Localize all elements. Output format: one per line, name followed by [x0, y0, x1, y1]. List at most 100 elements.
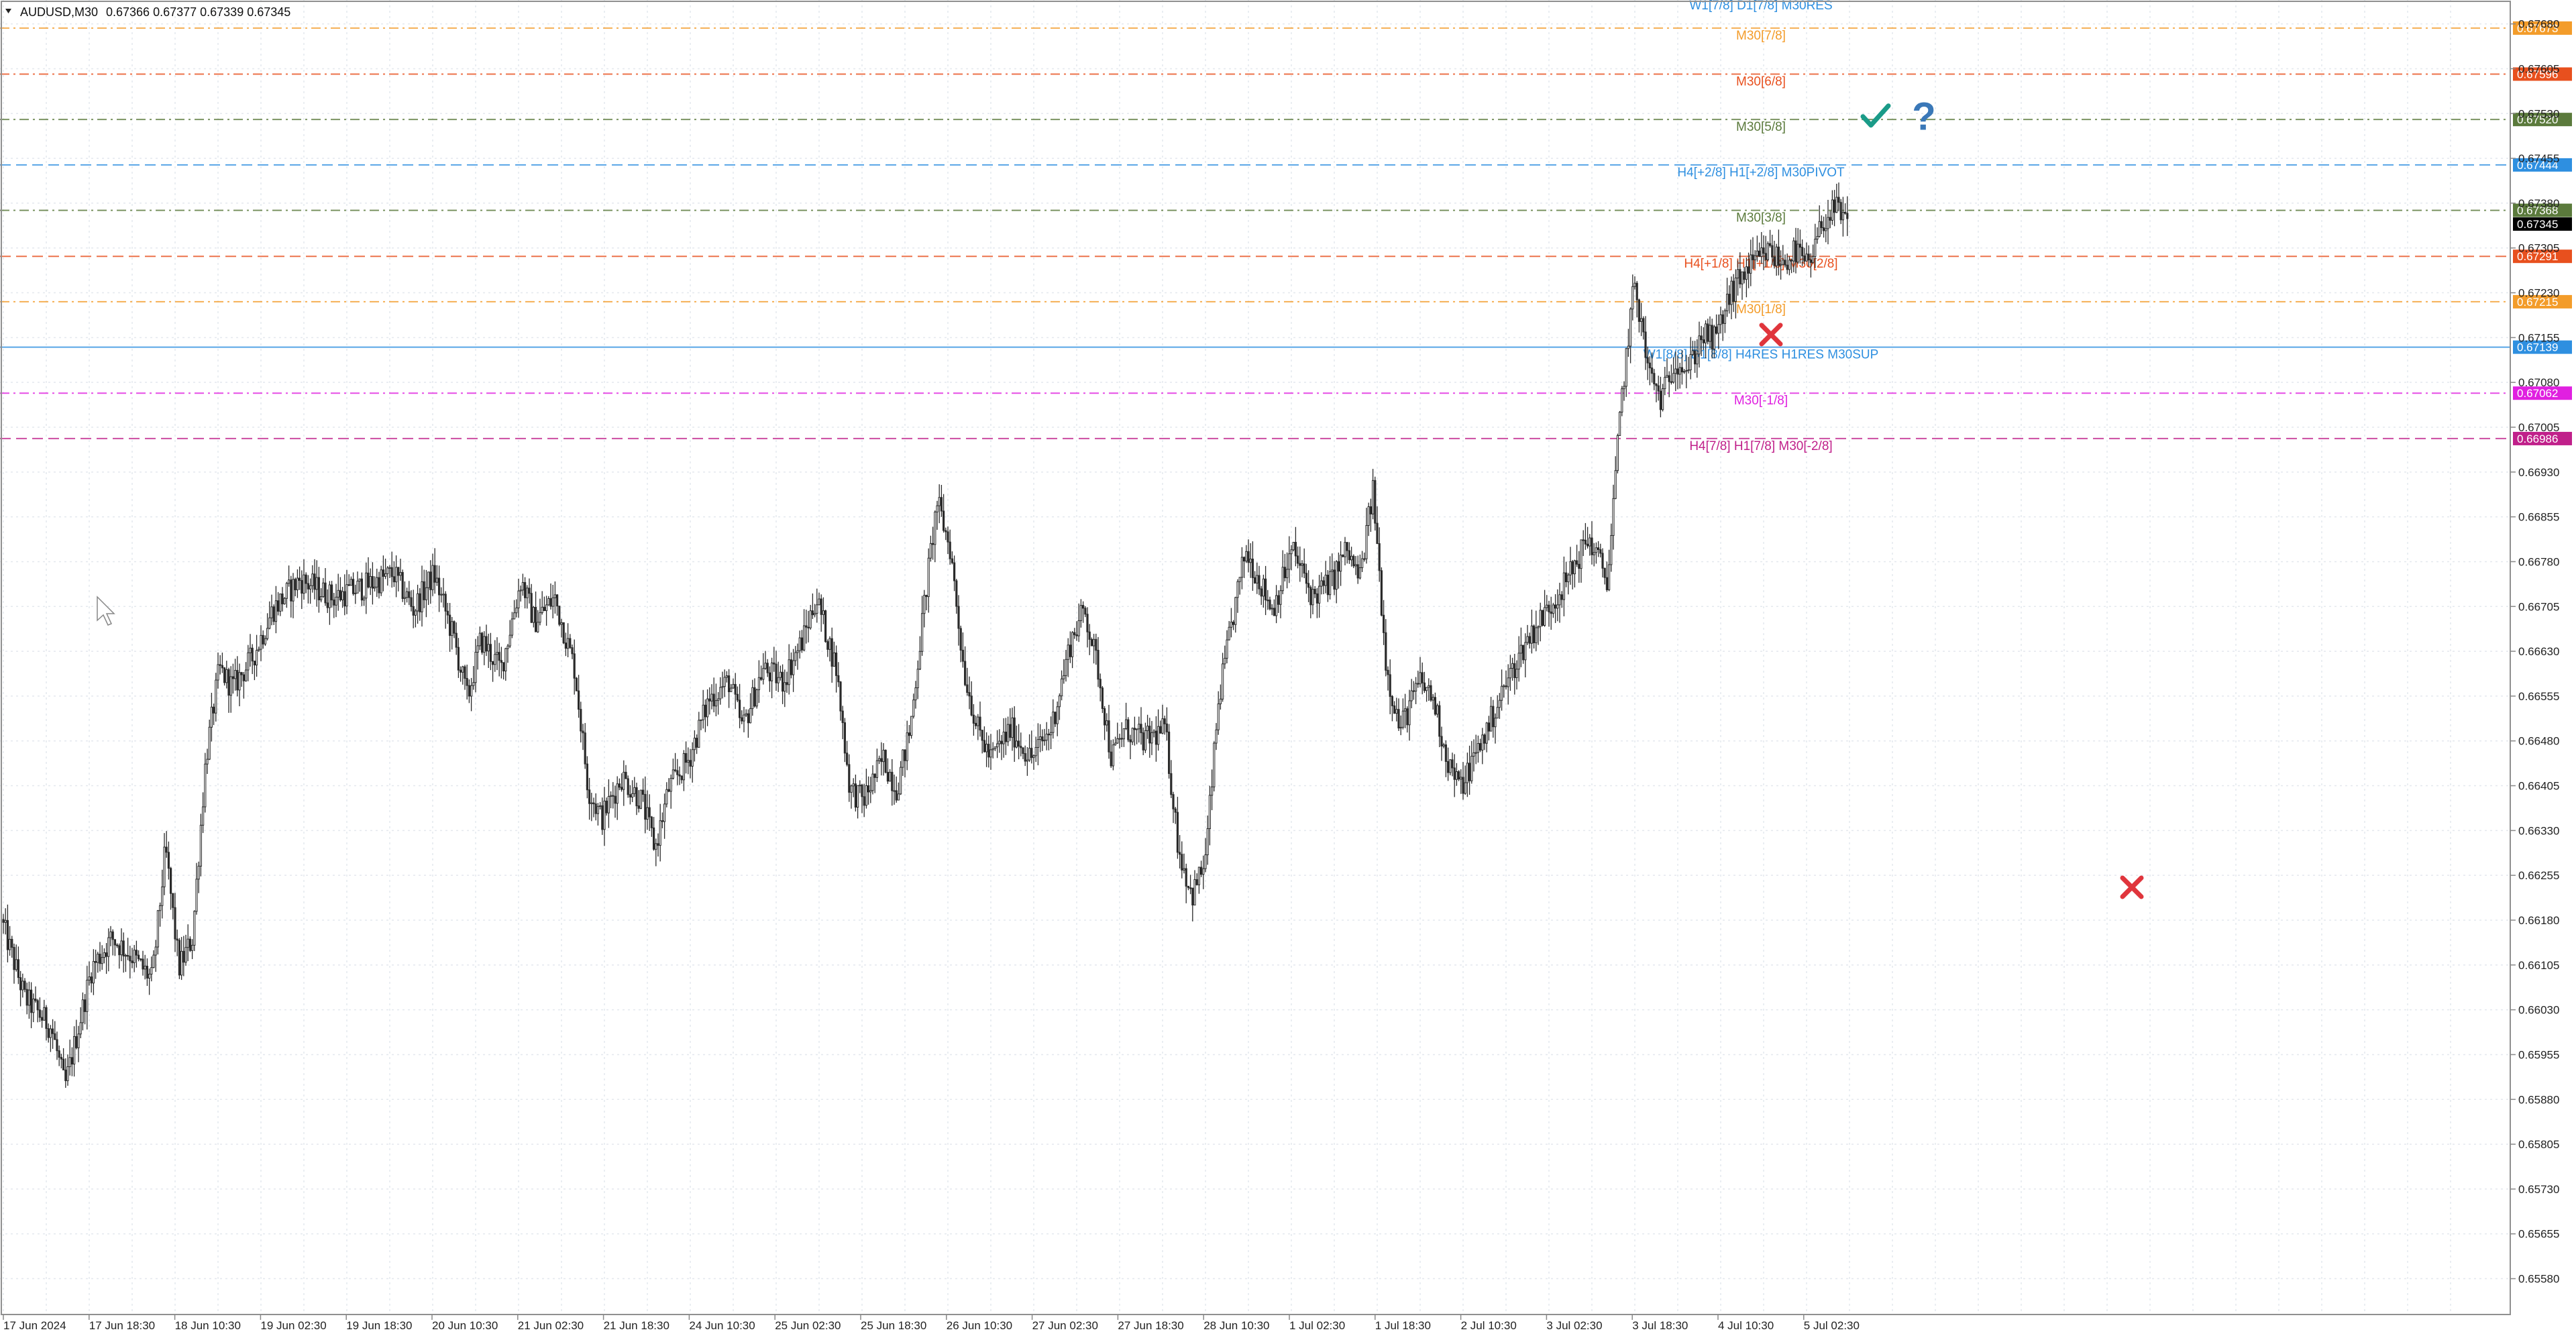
candle-body — [786, 682, 788, 685]
candle-body — [455, 632, 458, 648]
y-tick-label: 0.67005 — [2518, 421, 2559, 434]
candle-body — [6, 919, 9, 950]
candle-body — [1189, 887, 1192, 889]
candle-body — [464, 666, 466, 679]
candle-body — [331, 584, 333, 601]
candle-body — [586, 763, 588, 791]
candle-body — [947, 531, 949, 543]
level-label: M30[7/8] — [1736, 29, 1786, 43]
candle-body — [460, 669, 462, 673]
candle-body — [627, 778, 629, 795]
candle-body — [299, 577, 301, 581]
candle-body — [444, 594, 447, 612]
candle-body — [728, 675, 731, 692]
candle-body — [1440, 736, 1443, 746]
candle-body — [1155, 730, 1158, 745]
candle-body — [1831, 199, 1834, 221]
candle-body — [1535, 627, 1538, 643]
candle-body — [1026, 759, 1029, 762]
candle-body — [81, 999, 85, 1023]
candle-body — [1428, 685, 1430, 688]
candle-body — [462, 666, 464, 673]
candle-body — [914, 687, 917, 701]
candle-body — [828, 638, 831, 650]
candle-body — [1324, 574, 1327, 586]
candle-body — [537, 622, 539, 632]
candle-body — [388, 567, 391, 569]
candle-body — [669, 777, 672, 792]
candle-body — [21, 981, 24, 991]
candle-body — [571, 647, 574, 655]
candle-body — [1614, 470, 1617, 499]
candle-body — [111, 931, 114, 940]
candle-body — [1818, 221, 1821, 237]
candle-body — [830, 638, 833, 667]
candle-body — [524, 581, 527, 598]
candle-body — [217, 664, 219, 681]
candle-body — [1022, 747, 1024, 754]
candle-body — [1764, 253, 1767, 260]
candle-body — [1290, 549, 1293, 555]
x-tick-label: 1 Jul 18:30 — [1375, 1319, 1431, 1332]
candle-body — [782, 671, 784, 692]
candle-body — [822, 610, 825, 615]
candle-body — [1515, 669, 1518, 679]
candle-body — [904, 749, 906, 761]
candle-body — [912, 700, 915, 717]
candle-body — [833, 652, 836, 667]
candle-body — [723, 677, 726, 687]
candle-body — [1385, 632, 1387, 671]
candle-body — [895, 790, 898, 801]
candle-body — [165, 846, 168, 853]
candle-body — [975, 722, 977, 726]
candle-body — [519, 590, 522, 592]
candle-body — [753, 687, 756, 707]
symbol-dropdown-icon[interactable] — [5, 9, 11, 13]
candle-body — [358, 578, 361, 581]
candle-body — [558, 606, 561, 625]
price-tag: 0.67520 — [2517, 113, 2558, 126]
candle-body — [1655, 383, 1658, 386]
candle-body — [1799, 243, 1802, 248]
candle-body — [966, 684, 969, 693]
candle-body — [1172, 794, 1175, 809]
candle-body — [425, 587, 427, 600]
y-tick-label: 0.67605 — [2518, 62, 2559, 75]
candle-body — [363, 598, 366, 601]
candle-body — [940, 497, 943, 512]
candle-body — [1380, 570, 1383, 616]
candle-body — [1245, 551, 1248, 562]
candle-body — [1587, 543, 1589, 547]
candle-body — [1311, 589, 1314, 606]
candle-body — [1444, 744, 1448, 762]
candle-body — [657, 843, 659, 846]
candle-body — [360, 578, 363, 601]
candle-body — [313, 573, 316, 590]
candle-body — [625, 771, 627, 779]
candle-body — [1058, 695, 1061, 708]
candle-body — [337, 590, 339, 598]
candle-body — [910, 716, 913, 736]
candle-body — [311, 573, 314, 586]
candle-body — [326, 602, 329, 608]
candle-body — [500, 660, 502, 663]
candle-body — [755, 689, 758, 707]
candle-body — [1737, 269, 1739, 279]
price-tag: 0.67215 — [2517, 296, 2558, 309]
candle-body — [1018, 740, 1020, 747]
candle-body — [28, 989, 30, 1006]
price-tag-bg — [2513, 431, 2572, 445]
candle-body — [1569, 561, 1572, 575]
candle-body — [1833, 199, 1836, 213]
candle-body — [541, 606, 543, 613]
price-tag: 0.67291 — [2517, 250, 2558, 263]
candle-body — [964, 661, 967, 685]
candle-body — [818, 598, 820, 606]
candle-body — [1689, 354, 1692, 371]
candle-body — [515, 607, 518, 614]
candle-body — [294, 579, 297, 591]
candle-body — [1148, 726, 1151, 744]
candle-body — [1275, 595, 1278, 616]
